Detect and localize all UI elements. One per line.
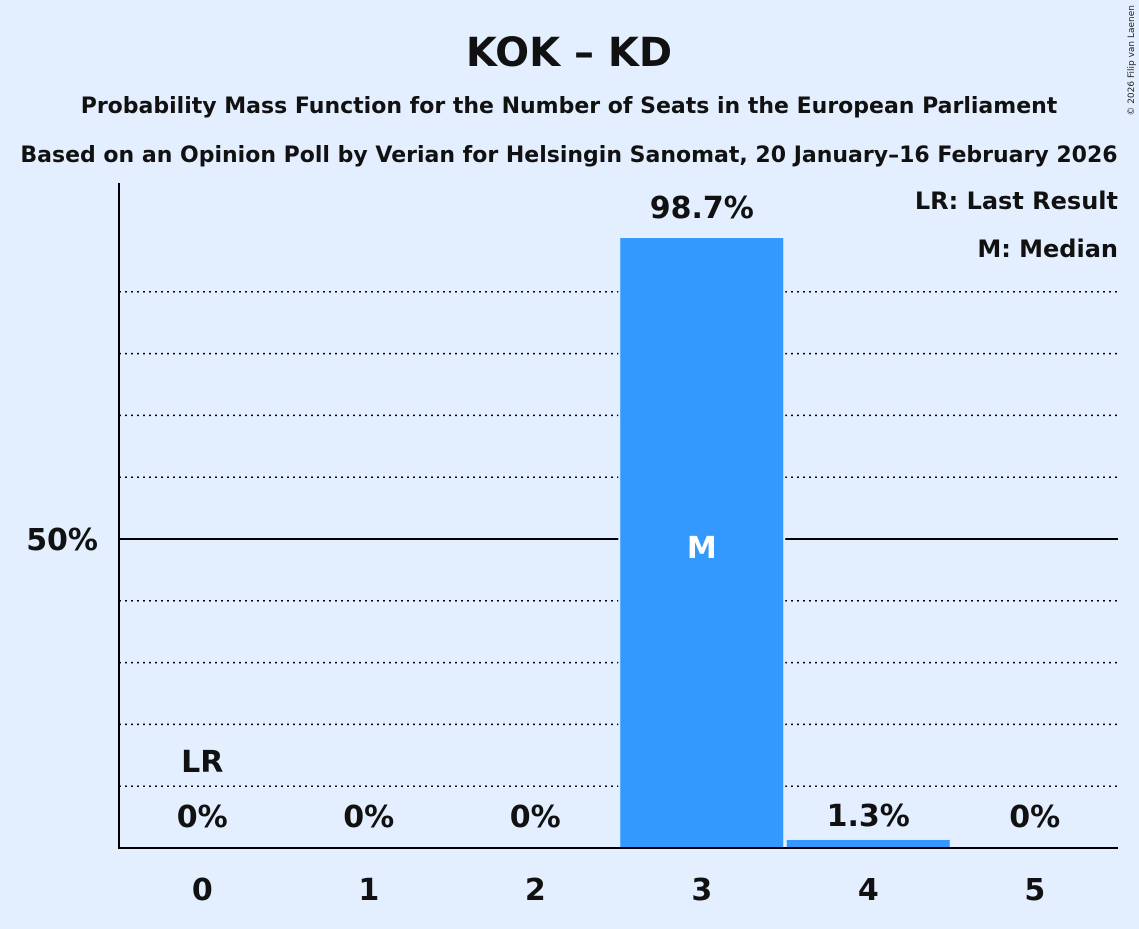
x-tick-label-3: 3 [691, 873, 712, 908]
median-marker: M [687, 531, 717, 566]
bar-3 [620, 238, 784, 848]
x-tick-label-5: 5 [1024, 873, 1045, 908]
data-label-5: 0% [1009, 800, 1060, 835]
chart-title: KOK – KD [466, 30, 672, 76]
chart-subtitle-1: Probability Mass Function for the Number… [81, 94, 1058, 119]
y-tick-label-50: 50% [26, 523, 98, 558]
last-result-marker: LR [181, 745, 223, 780]
chart-subtitle-2: Based on an Opinion Poll by Verian for H… [20, 143, 1117, 168]
x-tick-label-0: 0 [192, 873, 213, 908]
legend-median: M: Median [977, 235, 1118, 263]
x-tick-label-1: 1 [358, 873, 379, 908]
x-tick-label-4: 4 [858, 873, 879, 908]
data-label-1: 0% [343, 800, 394, 835]
copyright: © 2026 Filip van Laenen [1127, 5, 1137, 116]
x-tick-label-2: 2 [525, 873, 546, 908]
legend-last-result: LR: Last Result [915, 187, 1118, 215]
data-label-0: 0% [177, 800, 228, 835]
bar-4 [786, 839, 950, 848]
data-label-3: 98.7% [650, 191, 754, 226]
data-label-4: 1.3% [827, 799, 910, 834]
data-label-2: 0% [510, 800, 561, 835]
